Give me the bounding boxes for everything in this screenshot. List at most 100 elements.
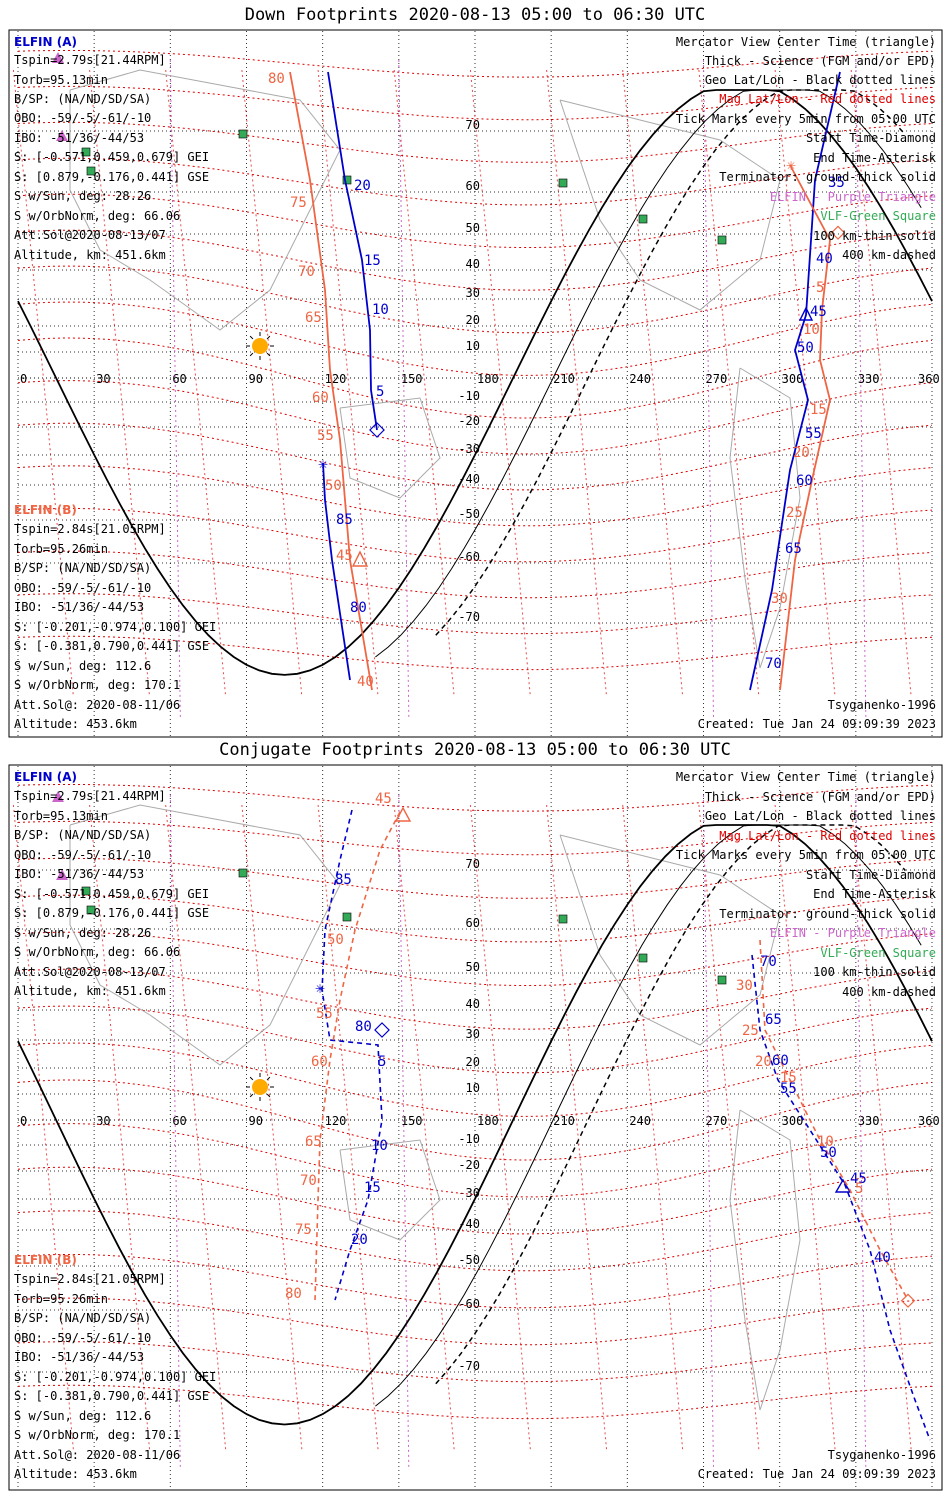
track-a-tick-label: 40 <box>874 1250 891 1266</box>
track-b-tick-label: 45 <box>336 548 353 564</box>
track-b-tick-label: 45 <box>375 791 392 807</box>
legend-line: VLF-Green Square <box>820 946 936 960</box>
sun-ray <box>266 1093 271 1098</box>
elfin-a-track-right <box>749 71 841 691</box>
mag-meridian <box>317 804 379 1451</box>
elfin-purple-triangle <box>56 869 68 880</box>
lon-tick-label: 180 <box>477 372 499 386</box>
legend-line: Thick - Science (FGM and/or EPD) <box>705 790 936 804</box>
track-a-tick-label: 5 <box>378 1054 386 1070</box>
info-line: Torb=95.13min <box>14 73 108 87</box>
lat-tick-label: 50 <box>466 960 480 974</box>
lat-tick-label: 70 <box>466 857 480 871</box>
legend-line: ELFIN - Purple Triangle <box>770 190 936 204</box>
elfin-a-center-triangle <box>834 1178 852 1193</box>
lat-tick-label: 60 <box>466 179 480 193</box>
track-a-tick-label: 10 <box>372 302 389 318</box>
coastline <box>729 367 801 669</box>
info-line: Tspin=2.79s[21.44RPM] <box>14 53 166 67</box>
track-b-tick-label: 30 <box>771 591 788 607</box>
panel-1-legend: Mercator View Center Time (triangle) Thi… <box>676 35 937 731</box>
lon-tick-label: 120 <box>325 372 347 386</box>
mag-parallel <box>17 229 933 291</box>
lon-tick-label: 60 <box>172 1114 186 1128</box>
info-line: S w/OrbNorm, deg: 170.1 <box>14 678 180 692</box>
info-line: Tspin=2.84s[21.05RPM] <box>14 522 166 536</box>
elfin-a-conjugate-track-right <box>751 954 931 1441</box>
track-a-tick-label: 55 <box>780 1081 797 1097</box>
info-line: Att.Sol@: 2020-08-11/06 <box>14 698 180 712</box>
mag-parallel <box>17 1341 933 1383</box>
info-line: OBO: -59/-5/-61/-10 <box>14 111 151 125</box>
mag-parallel <box>17 265 933 334</box>
mag-parallel <box>17 931 933 986</box>
legend-line: Thick - Science (FGM and/or EPD) <box>705 54 936 68</box>
info-line: OBO: -59/-5/-61/-10 <box>14 1331 151 1345</box>
vlf-station-marker <box>86 905 96 915</box>
mag-parallel <box>17 1166 933 1235</box>
lon-tick-label: 360 <box>918 372 940 386</box>
info-line: Altitude, km: 451.6km <box>14 984 166 998</box>
info-line: B/SP: (NA/ND/SD/SA) <box>14 828 151 842</box>
lat-tick-label: 30 <box>466 286 480 300</box>
track-b-tick-label: 40 <box>357 674 374 690</box>
mag-parallel <box>17 121 933 163</box>
info-line: Tspin=2.79s[21.44RPM] <box>14 789 166 803</box>
vlf-station-marker <box>638 214 648 224</box>
lat-tick-label: -60 <box>458 1297 480 1311</box>
elfin-meridian <box>398 794 410 1471</box>
elfin-a-track-lower <box>322 462 351 681</box>
start-time-diamond <box>900 1293 916 1308</box>
track-a-tick-label: 50 <box>797 340 814 356</box>
model-label: Tsyganenko-1996 <box>828 1448 936 1462</box>
lon-tick-label: 300 <box>782 1114 804 1128</box>
elfin-b-center-triangle <box>351 550 369 567</box>
info-line: S: [-0.381,0.790,0.441] GSE <box>14 1389 209 1403</box>
track-b-tick-label: 30 <box>736 978 753 994</box>
info-line: OBO: -59/-5/-61/-10 <box>14 848 151 862</box>
track-a-tick-label: 15 <box>364 1180 381 1196</box>
mag-meridian <box>546 804 608 1451</box>
lat-tick-label: -30 <box>458 442 480 456</box>
lat-tick-label: 40 <box>466 257 480 271</box>
legend-line: Mercator View Center Time (triangle) <box>676 35 936 49</box>
lat-tick-label: 10 <box>466 1081 480 1095</box>
elfin-purple-triangle <box>56 130 68 141</box>
lat-tick-label: 50 <box>466 221 480 235</box>
lon-tick-label: 150 <box>401 1114 423 1128</box>
info-line: S: [-0.381,0.790,0.441] GSE <box>14 639 209 653</box>
vlf-station-marker <box>717 235 727 245</box>
mag-parallel <box>17 550 933 599</box>
lon-tick-label: 0 <box>20 1114 27 1128</box>
info-line: S: [-0.571,0.459,0.679] GEI <box>14 887 209 901</box>
terminator-400km <box>435 89 906 636</box>
track-b-tick-label: 15 <box>810 402 827 418</box>
info-line: S: [-0.571,0.459,0.679] GEI <box>14 150 209 164</box>
panel-1-elfin-a-info: ELFIN (A) Tspin=2.79s[21.44RPM] Torb=95.… <box>14 35 209 262</box>
terminator-100km <box>375 89 922 658</box>
elfin-a-label: ELFIN (A) <box>14 770 77 784</box>
legend-line: 400 km-dashed <box>842 985 936 999</box>
lon-tick-label: 60 <box>172 372 186 386</box>
panel-1-title: Down Footprints 2020-08-13 05:00 to 06:3… <box>244 5 706 25</box>
track-b-tick-label: 65 <box>305 1134 322 1150</box>
lon-tick-label: 30 <box>96 372 110 386</box>
sun-ray <box>266 1076 271 1081</box>
coastline <box>339 1139 441 1241</box>
elfin-b-conjugate-track <box>314 811 401 1301</box>
info-line: S: [0.879,-0.176,0.441] GSE <box>14 906 209 920</box>
mag-parallel <box>17 1005 933 1074</box>
track-a-tick-label: 85 <box>336 512 353 528</box>
sun-ray <box>266 335 271 340</box>
info-line: Altitude: 453.6km <box>14 1467 137 1481</box>
info-line: S: [-0.201,-0.974,0.100] GEI <box>14 620 216 634</box>
track-b-tick-label: 10 <box>817 1134 834 1150</box>
info-line: OBO: -59/-5/-61/-10 <box>14 581 151 595</box>
track-a-tick-label: 80 <box>350 600 367 616</box>
legend-line: Terminator: ground-thick solid <box>719 907 936 921</box>
mag-parallel <box>17 193 933 248</box>
vlf-station-marker <box>81 886 91 896</box>
vlf-station-marker <box>558 914 568 924</box>
track-a-tick-label: 70 <box>765 656 782 672</box>
track-a-tick-label: 70 <box>760 954 777 970</box>
